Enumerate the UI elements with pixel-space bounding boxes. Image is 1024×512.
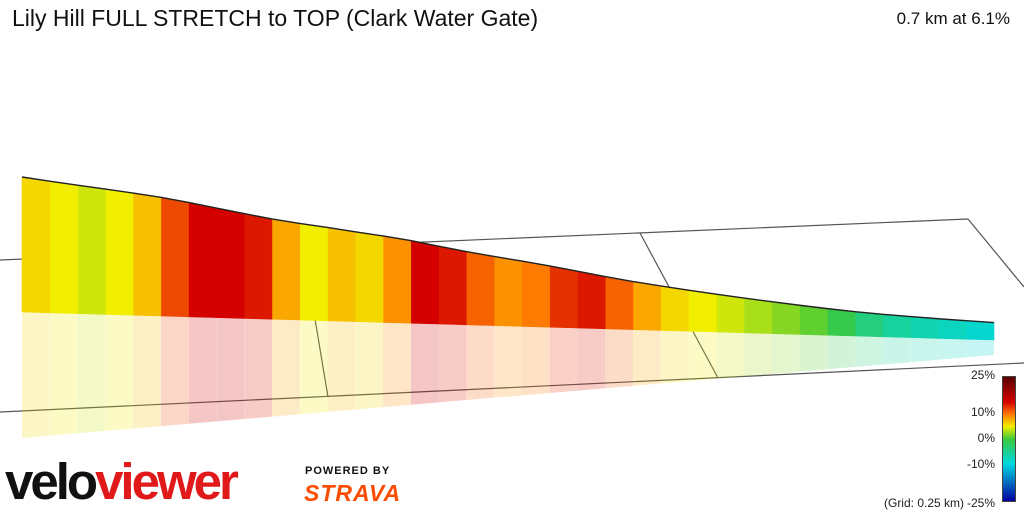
profile-shadow-segment [494, 325, 522, 398]
profile-shadow-segment [771, 333, 800, 374]
profile-shadow-segment [605, 328, 633, 389]
profile-shadow-segment [521, 326, 550, 396]
profile-segment [271, 218, 301, 321]
logo-viewer: viewer [95, 453, 239, 510]
profile-segment [854, 311, 884, 338]
profile-shadow-segment [160, 316, 189, 427]
profile-shadow-segment [466, 324, 495, 401]
profile-shadow-segment [744, 332, 772, 377]
grid-right-edge [967, 218, 1024, 288]
profile-shadow-segment [688, 331, 717, 382]
grid-scale-note: (Grid: 0.25 km) [883, 496, 964, 510]
profile-segment [21, 176, 51, 314]
profile-shadow-segment [383, 322, 411, 408]
profile-segment [188, 202, 217, 318]
powered-by-label: POWERED BY [305, 465, 391, 477]
profile-shadow-segment [827, 335, 856, 370]
profile-segment [688, 289, 717, 333]
profile-segment [299, 223, 328, 322]
profile-segment [77, 184, 106, 315]
profile-shadow [22, 312, 994, 438]
profile-segment [132, 192, 162, 317]
profile-shadow-segment [855, 336, 883, 367]
profile-shadow-segment [77, 313, 106, 434]
profile-shadow-segment [632, 329, 661, 386]
profile-shadow-segment [910, 337, 939, 363]
profile-segment [327, 227, 356, 322]
profile-shadow-segment [105, 314, 134, 431]
profile-segment [799, 304, 828, 336]
profile-ridge-line [21, 176, 995, 324]
profile-segment [49, 180, 78, 314]
legend-tick-minus25: -25% [966, 496, 995, 510]
legend-tick-minus10: -10% [966, 457, 995, 471]
profile-shadow-segment [966, 339, 994, 358]
profile-segment [604, 276, 634, 330]
profile-segment [882, 313, 911, 338]
profile-segment [160, 196, 189, 318]
profile-wall [21, 176, 995, 341]
page-title: Lily Hill FULL STRETCH to TOP (Clark Wat… [12, 5, 539, 31]
profile-shadow-segment [577, 328, 606, 391]
profile-shadow-segment [355, 321, 384, 410]
profile-shadow-segment [660, 330, 689, 384]
profile-segment [910, 316, 939, 339]
profile-shadow-segment [216, 317, 245, 422]
profile-shadow-segment [549, 327, 578, 393]
grid-front-edge [0, 362, 1024, 413]
profile-segment [743, 297, 773, 334]
profile-shadow-segment [327, 320, 356, 412]
profile-segment [549, 265, 578, 329]
profile-segment [715, 293, 745, 334]
profile-shadow-segment [133, 315, 161, 429]
profile-segment [243, 213, 273, 320]
profile-shadow-segment [188, 316, 217, 424]
gradient-color-scale [1002, 376, 1016, 502]
profile-shadow-segment [716, 332, 745, 379]
profile-shadow-segment [22, 312, 50, 438]
profile-segment [410, 240, 439, 325]
profile-segment [771, 301, 800, 335]
veloviewer-logo[interactable]: veloviewer [5, 453, 239, 510]
profile-segment [216, 207, 245, 319]
profile-segment [660, 285, 689, 332]
legend-tick-0: 0% [977, 431, 995, 445]
strava-logo[interactable]: STRAVA [304, 480, 402, 506]
logo-velo: velo [5, 453, 98, 510]
segment-summary: 0.7 km at 6.1% [896, 9, 1010, 28]
profile-shadow-segment [271, 319, 300, 417]
profile-segment [827, 308, 856, 337]
profile-shadow-segment [410, 323, 439, 405]
profile-segment [577, 270, 606, 330]
profile-shadow-segment [299, 320, 328, 415]
profile-segment [382, 235, 412, 324]
profile-shadow-segment [49, 312, 78, 436]
profile-shadow-segment [938, 338, 967, 360]
profile-segment [965, 320, 995, 341]
profile-shadow-segment [244, 318, 272, 420]
profile-shadow-segment [438, 324, 467, 403]
profile-shadow-segment [882, 336, 911, 365]
profile-segment [438, 245, 467, 326]
profile-segment [632, 281, 662, 331]
profile-segment [493, 256, 523, 327]
legend-tick-10: 10% [970, 405, 995, 419]
profile-shadow-segment [799, 334, 828, 372]
profile-segment [105, 188, 134, 316]
profile-segment [466, 251, 495, 326]
profile-segment [354, 231, 384, 323]
profile-segment [938, 318, 967, 340]
profile-segment [521, 260, 550, 328]
legend-tick-25: 25% [970, 368, 995, 382]
